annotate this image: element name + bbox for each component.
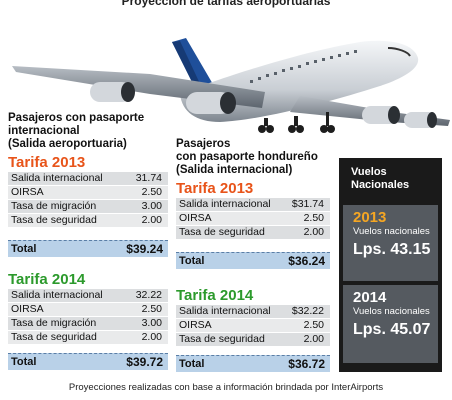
table-row: Tasa de seguridad 2.00 (8, 214, 168, 228)
infographic-title: Proyección de tarifas aeroportuarias (121, 0, 331, 8)
national-flights-2014: 2014 Vuelos nacionales Lps. 45.07 (343, 285, 438, 363)
tarifa-2014-table: Salida internacional $32.22 OIRSA 2.50 Tas… (176, 305, 330, 347)
tarifa-2013-label: Tarifa 2013 (8, 154, 86, 171)
subtitle: Vuelos nacionales (353, 226, 430, 237)
tarifa-2013-label: Tarifa 2013 (176, 180, 254, 197)
national-flights-2013: 2013 Vuelos nacionales Lps. 43.15 (343, 205, 438, 281)
table-row: Tasa de seguridad 2.00 (176, 226, 330, 240)
tarifa-2013-table: Salida internacional 31.74 OIRSA 2.50 Tasa… (8, 172, 168, 228)
table-row: OIRSA 2.50 (176, 212, 330, 226)
price: Lps. 45.07 (353, 321, 431, 338)
honduran-passport-section: Pasajeros con pasaporte hondureño (Salid… (176, 138, 330, 372)
international-passport-section: Pasajeros con pasaporte internacional (S… (8, 112, 168, 370)
table-row: Salida internacional $31.74 (176, 198, 330, 212)
tarifa-2014-table: Salida internacional 32.22 OIRSA 2.50 Tasa… (8, 289, 168, 345)
table-row: Tasa de migración 3.00 (8, 317, 168, 331)
table-row: Tasa de seguridad 2.00 (176, 333, 330, 347)
table-row: OIRSA 2.50 (8, 186, 168, 200)
tarifa-2014-label: Tarifa 2014 (8, 271, 86, 288)
tarifa-2014-label: Tarifa 2014 (176, 287, 254, 304)
subtitle: Vuelos nacionales (353, 306, 430, 317)
honduran-heading: Pasajeros con pasaporte hondureño (Salid… (176, 138, 318, 176)
table-row: OIRSA 2.50 (176, 319, 330, 333)
total-row: Total $39.72 (8, 353, 168, 370)
total-row: Total $36.24 (176, 252, 330, 269)
table-row: OIRSA 2.50 (8, 303, 168, 317)
table-row: Salida internacional 31.74 (8, 172, 168, 186)
total-row: Total $36.72 (176, 355, 330, 372)
year-label: 2014 (353, 289, 387, 306)
table-row: Salida internacional $32.22 (176, 305, 330, 319)
airplane-illustration (12, 38, 450, 133)
year-label: 2013 (353, 209, 387, 226)
price: Lps. 43.15 (353, 241, 431, 258)
table-row: Tasa de migración 3.00 (8, 200, 168, 214)
international-heading: Pasajeros con pasaporte internacional (S… (8, 112, 145, 150)
source-footer: Proyecciones realizadas con base a infor… (68, 382, 384, 393)
table-row: Tasa de seguridad 2.00 (8, 331, 168, 345)
tarifa-2013-table: Salida internacional $31.74 OIRSA 2.50 Tas… (176, 198, 330, 240)
national-flights-panel: Vuelos Nacionales 2013 Vuelos nacionales… (339, 158, 442, 372)
table-row: Salida internacional 32.22 (8, 289, 168, 303)
national-flights-heading: Vuelos Nacionales (351, 166, 410, 191)
total-row: Total $39.24 (8, 240, 168, 257)
